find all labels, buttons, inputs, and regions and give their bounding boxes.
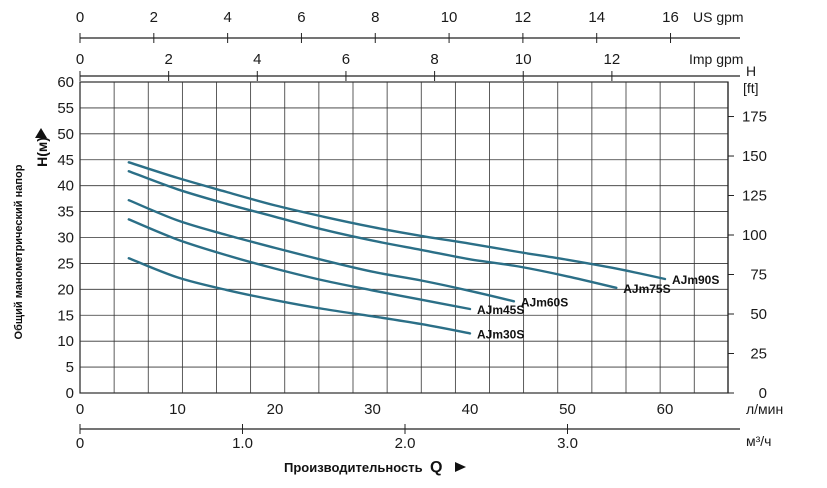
y-tick-label: 45 xyxy=(57,152,74,169)
imp-gpm-axis-tick-label: 12 xyxy=(604,51,621,68)
right-tick-label: 0 xyxy=(759,385,767,402)
m3h-axis-tick-label: 3.0 xyxy=(557,435,578,452)
us-gpm-axis-tick-label: 0 xyxy=(76,9,84,26)
y-tick-label: 55 xyxy=(57,100,74,117)
us-gpm-axis-tick-label: 6 xyxy=(297,9,305,26)
imp-gpm-axis-tick-label: 8 xyxy=(430,51,438,68)
right-tick-label: 50 xyxy=(750,306,767,323)
right-axis-label-h: H xyxy=(746,63,756,79)
m3h-axis-tick-label: 1.0 xyxy=(232,435,253,452)
right-tick-label: 75 xyxy=(750,267,767,284)
curve-label-ajm60s: AJm60S xyxy=(521,295,568,309)
us-gpm-axis-tick-label: 14 xyxy=(588,9,605,26)
y-tick-label: 0 xyxy=(66,385,74,402)
x-tick-label: 10 xyxy=(169,401,186,418)
x-axis-label: Производительность xyxy=(284,460,423,475)
y-axis-unit: H(м) xyxy=(34,137,50,167)
curve-label-ajm75s: AJm75S xyxy=(623,282,670,296)
y-axis-label: Общий манометрический напор xyxy=(13,164,25,339)
curve-ajm60s xyxy=(127,199,516,303)
curve-ajm45s xyxy=(127,218,472,311)
x-tick-label: 30 xyxy=(364,401,381,418)
right-tick-label: 100 xyxy=(742,227,767,244)
right-tick-label: 150 xyxy=(742,148,767,165)
curve-ajm90s xyxy=(127,161,667,281)
curve-ajm75s xyxy=(127,170,618,289)
x-axis-arrow-icon xyxy=(455,462,466,472)
us-gpm-axis-tick-label: 10 xyxy=(441,9,458,26)
right-tick-label: 125 xyxy=(742,188,767,205)
curve-label-ajm30s: AJm30S xyxy=(477,327,524,341)
axis-labels: Общий манометрический напор H(м) H [ft] … xyxy=(13,9,783,476)
x-tick-label: 60 xyxy=(657,401,674,418)
x-axis-q: Q xyxy=(430,459,442,476)
x-axis-unit: л/мин xyxy=(746,401,783,417)
y-axis-arrow-icon xyxy=(35,128,47,138)
x-tick-label: 0 xyxy=(76,401,84,418)
right-tick-label: 175 xyxy=(742,109,767,126)
right-tick-label: 25 xyxy=(750,346,767,363)
m3h-axis-unit: м³/ч xyxy=(746,433,771,449)
curve-label-ajm90s: AJm90S xyxy=(672,273,719,287)
right-axis-label-ft: [ft] xyxy=(743,80,759,96)
us-gpm-axis-tick-label: 12 xyxy=(515,9,532,26)
m3h-axis-tick-label: 0 xyxy=(76,435,84,452)
imp-gpm-axis-tick-label: 6 xyxy=(342,51,350,68)
imp-gpm-axis-tick-label: 10 xyxy=(515,51,532,68)
y-tick-label: 15 xyxy=(57,307,74,324)
us-gpm-axis-tick-label: 8 xyxy=(371,9,379,26)
y-tick-label: 40 xyxy=(57,178,74,195)
us-gpm-axis-tick-label: 4 xyxy=(223,9,231,26)
imp-gpm-axis-unit: Imp gpm xyxy=(689,51,743,67)
x-tick-label: 20 xyxy=(267,401,284,418)
y-tick-label: 5 xyxy=(66,359,74,376)
curve-label-ajm45s: AJm45S xyxy=(477,303,524,317)
us-gpm-axis-tick-label: 2 xyxy=(150,9,158,26)
m3h-axis-tick-label: 2.0 xyxy=(395,435,416,452)
imp-gpm-axis-tick-label: 0 xyxy=(76,51,84,68)
x-tick-label: 50 xyxy=(559,401,576,418)
x-tick-label: 40 xyxy=(462,401,479,418)
y-tick-label: 35 xyxy=(57,204,74,221)
us-gpm-axis-tick-label: 16 xyxy=(662,9,679,26)
curve-ajm30s xyxy=(127,257,472,335)
us-gpm-axis-unit: US gpm xyxy=(693,9,744,25)
grid xyxy=(79,81,729,394)
y-tick-label: 50 xyxy=(57,126,74,143)
y-tick-label: 10 xyxy=(57,333,74,350)
y-tick-label: 25 xyxy=(57,255,74,272)
axes: 0510152025303540455055600255075100125150… xyxy=(57,9,767,452)
y-tick-label: 20 xyxy=(57,281,74,298)
imp-gpm-axis-tick-label: 2 xyxy=(164,51,172,68)
y-tick-label: 60 xyxy=(57,74,74,91)
imp-gpm-axis-tick-label: 4 xyxy=(253,51,261,68)
y-tick-label: 30 xyxy=(57,230,74,247)
